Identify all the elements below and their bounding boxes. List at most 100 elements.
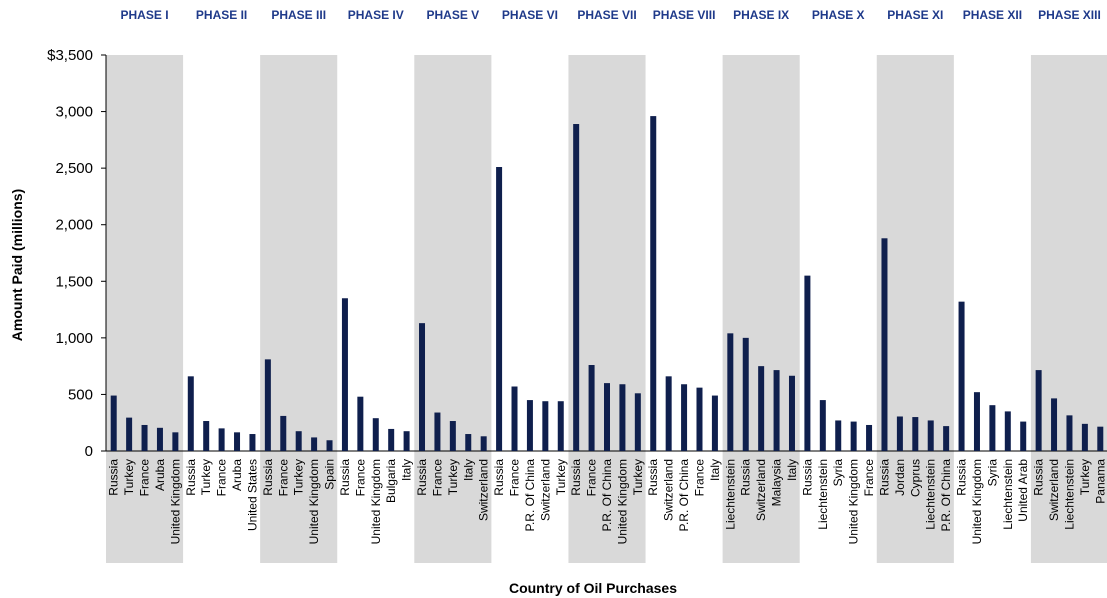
- phase-label: PHASE II: [196, 8, 247, 22]
- x-tick-label: Switzerland: [538, 459, 552, 521]
- bar: [973, 392, 980, 451]
- x-tick-label: United States: [245, 459, 259, 531]
- phase-label: PHASE IX: [733, 8, 789, 22]
- bar: [634, 393, 641, 451]
- x-tick-label: Russia: [107, 459, 121, 496]
- x-tick-label: Jordan: [893, 459, 907, 496]
- bar: [1081, 423, 1088, 451]
- bar: [480, 436, 487, 451]
- x-tick-label: Turkey: [631, 459, 645, 495]
- x-tick-label: Italy: [785, 459, 799, 481]
- bar: [141, 424, 148, 451]
- bar: [110, 395, 117, 451]
- bar: [927, 420, 934, 451]
- bar: [727, 333, 734, 451]
- x-tick-label: Russia: [1032, 459, 1046, 496]
- phase-band: [414, 55, 492, 563]
- x-tick-label: Switzerland: [662, 459, 676, 521]
- phase-label: PHASE IV: [348, 8, 404, 22]
- x-tick-label: Bulgaria: [384, 459, 398, 503]
- x-tick-label: France: [430, 459, 444, 497]
- bar: [788, 375, 795, 451]
- phase-band: [876, 55, 954, 563]
- x-tick-label: France: [138, 459, 152, 497]
- x-tick-label: United Kingdom: [970, 459, 984, 544]
- bar: [912, 417, 919, 451]
- bar: [187, 376, 194, 451]
- bar: [958, 301, 965, 451]
- bar: [1035, 370, 1042, 451]
- phase-label: PHASE XI: [887, 8, 943, 22]
- phase-label: PHASE XIII: [1038, 8, 1101, 22]
- x-tick-label: Aruba: [230, 459, 244, 491]
- bar: [896, 416, 903, 451]
- x-tick-label: United Kingdom: [615, 459, 629, 544]
- x-tick-label: Turkey: [199, 459, 213, 495]
- x-tick-label: Liechtenstein: [1062, 459, 1076, 530]
- x-axis-title: Country of Oil Purchases: [509, 580, 677, 596]
- phase-label: PHASE X: [812, 8, 865, 22]
- y-tick-label: 500: [68, 386, 93, 403]
- bar: [866, 424, 873, 451]
- x-tick-label: Russia: [877, 459, 891, 496]
- x-tick-label: Turkey: [446, 459, 460, 495]
- bar: [526, 400, 533, 451]
- phase-band: [722, 55, 800, 563]
- x-tick-label: Russia: [569, 459, 583, 496]
- x-tick-label: P.R. Of China: [600, 459, 614, 532]
- bar: [126, 417, 133, 451]
- x-tick-labels: Russia Turkey France Aruba United Kingdom Rus…: [107, 459, 1107, 545]
- phase-label: PHASE VII: [577, 8, 636, 22]
- bar: [295, 431, 302, 451]
- x-tick-label: Switzerland: [477, 459, 491, 521]
- x-tick-label: P.R. Of China: [523, 459, 537, 532]
- bar: [989, 405, 996, 451]
- bar: [234, 432, 241, 451]
- phase-label: PHASE VI: [502, 8, 558, 22]
- x-tick-label: France: [276, 459, 290, 497]
- bar: [542, 401, 549, 451]
- y-tick-label: 1,500: [55, 273, 93, 290]
- bar: [218, 428, 225, 451]
- bar: [388, 428, 395, 451]
- x-tick-label: Aruba: [153, 459, 167, 491]
- phase-band: [568, 55, 646, 563]
- x-tick-label: Italy: [461, 459, 475, 481]
- x-tick-label: Panama: [1093, 459, 1107, 504]
- phase-label: PHASE III: [271, 8, 326, 22]
- x-tick-label: Syria: [831, 459, 845, 487]
- bars: [110, 116, 1104, 452]
- x-tick-label: Russia: [492, 459, 506, 496]
- bar: [1066, 415, 1073, 451]
- bar: [326, 440, 333, 451]
- bar: [819, 400, 826, 451]
- y-axis-title: Amount Paid (millions): [9, 189, 25, 341]
- bar: [280, 415, 287, 451]
- y-tick-label: 1,000: [55, 330, 93, 347]
- y-tick-label: $3,500: [47, 47, 93, 64]
- x-tick-label: Liechtenstein: [723, 459, 737, 530]
- x-tick-label: Russia: [646, 459, 660, 496]
- bar: [943, 426, 950, 451]
- x-tick-label: Turkey: [292, 459, 306, 495]
- x-tick-label: Cyprus: [908, 459, 922, 497]
- x-tick-label: P.R. Of China: [939, 459, 953, 532]
- bar: [203, 421, 210, 451]
- x-tick-label: Italy: [400, 459, 414, 481]
- x-tick-label: Russia: [955, 459, 969, 496]
- x-tick-label: Liechtenstein: [816, 459, 830, 530]
- x-tick-label: Malaysia: [770, 459, 784, 507]
- x-tick-label: France: [862, 459, 876, 497]
- x-tick-label: United Arab: [1016, 459, 1030, 522]
- phase-label: PHASE I: [121, 8, 169, 22]
- y-axis: 0 500 1,000 1,500 2,000 2,500 3,000 $3,500: [47, 47, 1107, 460]
- phase-band: [106, 55, 184, 563]
- x-tick-label: Syria: [985, 459, 999, 487]
- x-tick-label: Turkey: [122, 459, 136, 495]
- bar: [511, 386, 518, 451]
- x-tick-label: Russia: [800, 459, 814, 496]
- bar: [604, 383, 610, 451]
- bar: [850, 421, 857, 451]
- phase-band: [1030, 55, 1107, 563]
